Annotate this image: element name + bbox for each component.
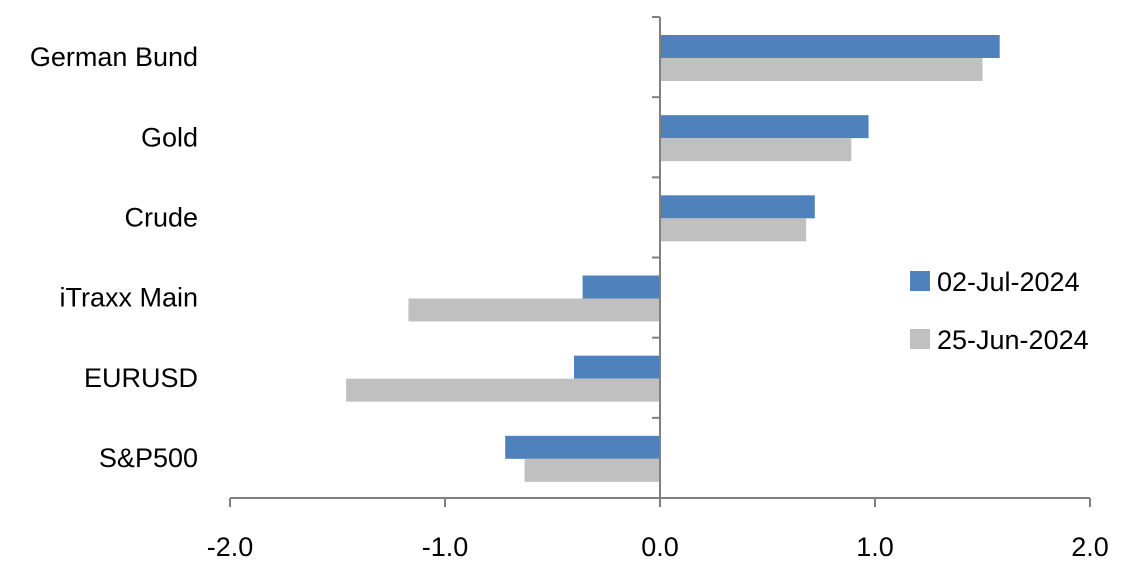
bar-series1 [505, 435, 660, 459]
x-tick-label: -1.0 [422, 532, 469, 562]
legend-label: 25-Jun-2024 [937, 325, 1089, 355]
bar-series1 [660, 195, 815, 219]
bar-series2 [660, 218, 807, 242]
x-tick-label: 2.0 [1071, 532, 1109, 562]
category-label: EURUSD [84, 363, 198, 393]
bar-series1 [574, 355, 660, 379]
x-tick-label: -2.0 [207, 532, 254, 562]
bar-series1 [660, 115, 869, 139]
bar-series2 [408, 298, 660, 322]
bar-series1 [660, 35, 1000, 58]
bar-series1 [582, 275, 660, 299]
bar-series2 [524, 458, 660, 482]
legend-label: 02-Jul-2024 [937, 267, 1080, 297]
category-label: Gold [141, 122, 198, 152]
x-tick-label: 1.0 [856, 532, 894, 562]
x-tick-label: 0.0 [641, 532, 679, 562]
bar-series2 [660, 58, 983, 81]
legend-swatch [910, 271, 930, 291]
bar-series2 [346, 378, 660, 402]
category-label: Crude [124, 202, 198, 232]
category-label: German Bund [30, 42, 198, 72]
category-label: iTraxx Main [59, 283, 198, 313]
bar-series2 [660, 138, 852, 162]
category-label: S&P500 [99, 443, 198, 473]
legend-swatch [910, 329, 930, 349]
